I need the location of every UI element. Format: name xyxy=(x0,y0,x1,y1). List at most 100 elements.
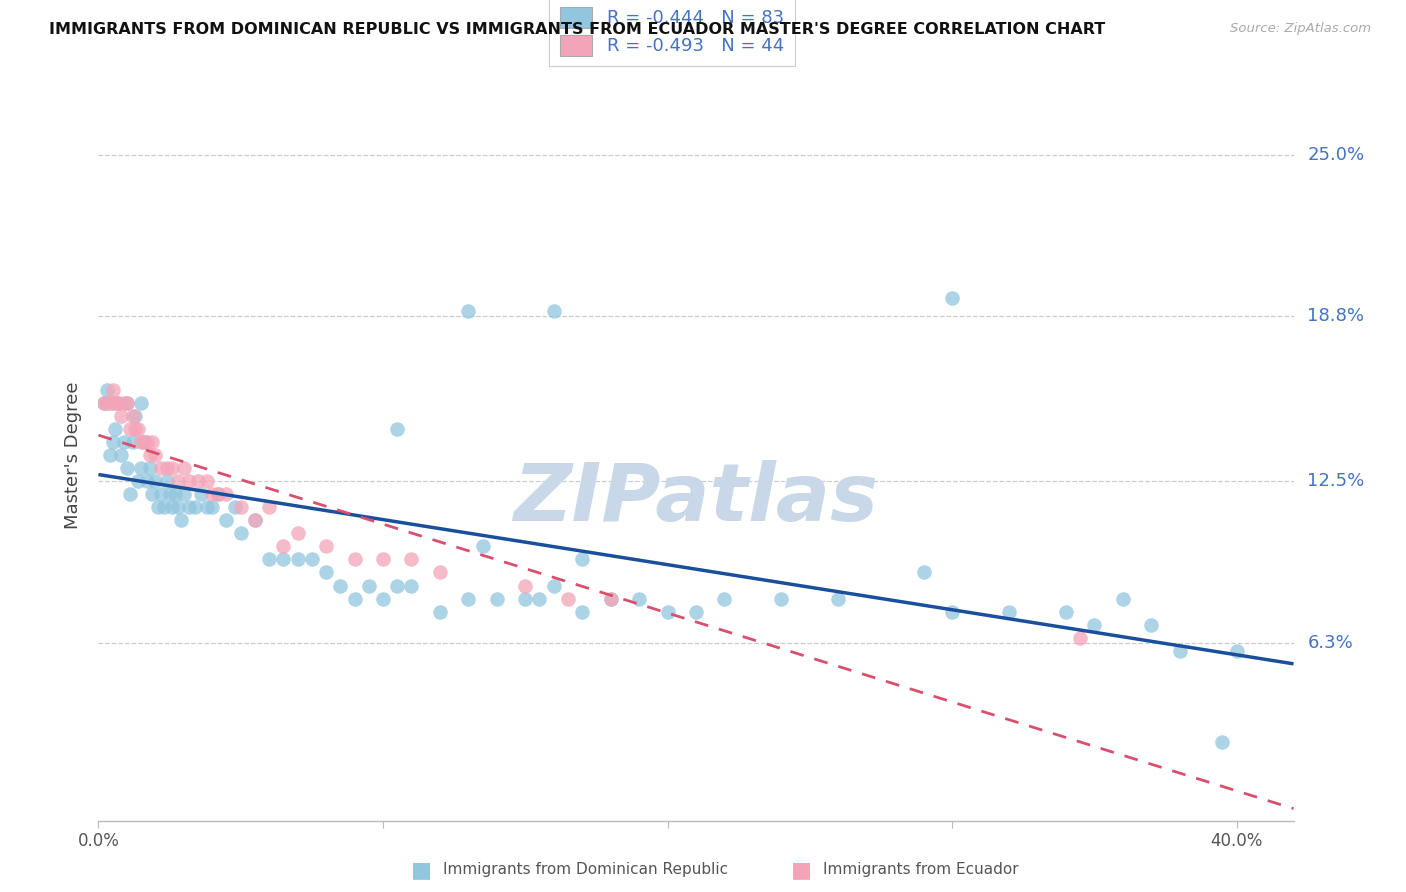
Point xyxy=(371,552,394,566)
Point xyxy=(257,552,280,566)
Text: Immigrants from Ecuador: Immigrants from Ecuador xyxy=(823,863,1018,877)
Point xyxy=(118,487,141,501)
Point xyxy=(93,395,115,409)
Point xyxy=(101,395,124,409)
Point xyxy=(121,434,143,449)
Point xyxy=(301,552,323,566)
Point xyxy=(713,591,735,606)
Point xyxy=(138,461,160,475)
Point xyxy=(1226,644,1249,658)
Y-axis label: Master's Degree: Master's Degree xyxy=(63,381,82,529)
Point xyxy=(515,591,537,606)
Point xyxy=(115,395,138,409)
Text: Immigrants from Dominican Republic: Immigrants from Dominican Republic xyxy=(443,863,728,877)
Point xyxy=(215,513,238,527)
Point xyxy=(1112,591,1135,606)
Point xyxy=(115,395,138,409)
Point xyxy=(96,383,118,397)
Text: 12.5%: 12.5% xyxy=(1308,472,1365,490)
Point xyxy=(998,605,1021,619)
Point xyxy=(770,591,793,606)
Point xyxy=(129,395,152,409)
Point xyxy=(941,605,963,619)
Point xyxy=(150,487,173,501)
Point xyxy=(401,552,423,566)
Point xyxy=(98,448,121,462)
Point xyxy=(104,422,127,436)
Point xyxy=(273,552,295,566)
Text: IMMIGRANTS FROM DOMINICAN REPUBLIC VS IMMIGRANTS FROM ECUADOR MASTER'S DEGREE CO: IMMIGRANTS FROM DOMINICAN REPUBLIC VS IM… xyxy=(49,22,1105,37)
Point xyxy=(401,578,423,592)
Point xyxy=(156,474,179,488)
Point xyxy=(201,487,224,501)
Point xyxy=(941,291,963,305)
Point xyxy=(628,591,651,606)
Point xyxy=(165,487,187,501)
Point xyxy=(1211,735,1233,749)
Point xyxy=(229,526,252,541)
Point xyxy=(101,383,124,397)
Point xyxy=(543,304,565,318)
Point xyxy=(371,591,394,606)
Point xyxy=(107,395,129,409)
Point xyxy=(132,434,155,449)
Point xyxy=(98,395,121,409)
Legend: R = -0.444   N = 83, R = -0.493   N = 44: R = -0.444 N = 83, R = -0.493 N = 44 xyxy=(550,0,794,66)
Point xyxy=(141,434,163,449)
Text: 6.3%: 6.3% xyxy=(1308,634,1353,652)
Point xyxy=(343,591,366,606)
Point xyxy=(162,500,184,515)
Point xyxy=(243,513,266,527)
Point xyxy=(243,513,266,527)
Point xyxy=(179,500,201,515)
Point xyxy=(124,422,146,436)
Point xyxy=(141,487,163,501)
Point xyxy=(257,500,280,515)
Point xyxy=(104,395,127,409)
Point xyxy=(112,395,135,409)
Point xyxy=(112,434,135,449)
Point xyxy=(912,566,935,580)
Point xyxy=(115,461,138,475)
Point xyxy=(167,474,190,488)
Point xyxy=(571,552,593,566)
Point xyxy=(457,591,479,606)
Point xyxy=(685,605,707,619)
Point xyxy=(229,500,252,515)
Point xyxy=(457,304,479,318)
Point xyxy=(143,448,166,462)
Text: ■: ■ xyxy=(792,860,811,880)
Point xyxy=(101,434,124,449)
Point xyxy=(195,500,218,515)
Point xyxy=(485,591,508,606)
Point xyxy=(315,566,337,580)
Point xyxy=(129,434,152,449)
Point xyxy=(287,552,309,566)
Point xyxy=(110,448,132,462)
Point xyxy=(385,578,409,592)
Point xyxy=(429,605,451,619)
Point xyxy=(159,487,181,501)
Point xyxy=(127,474,149,488)
Text: ■: ■ xyxy=(412,860,432,880)
Point xyxy=(599,591,621,606)
Point xyxy=(187,474,209,488)
Point xyxy=(273,539,295,553)
Point xyxy=(138,448,160,462)
Point xyxy=(287,526,309,541)
Point xyxy=(827,591,849,606)
Point xyxy=(657,605,679,619)
Point xyxy=(110,409,132,423)
Point xyxy=(543,578,565,592)
Point xyxy=(1083,617,1105,632)
Point xyxy=(599,591,621,606)
Point xyxy=(529,591,551,606)
Point xyxy=(135,434,157,449)
Point xyxy=(207,487,229,501)
Point xyxy=(215,487,238,501)
Point xyxy=(1140,617,1163,632)
Point xyxy=(127,422,149,436)
Point xyxy=(1054,605,1077,619)
Point xyxy=(357,578,380,592)
Point xyxy=(96,395,118,409)
